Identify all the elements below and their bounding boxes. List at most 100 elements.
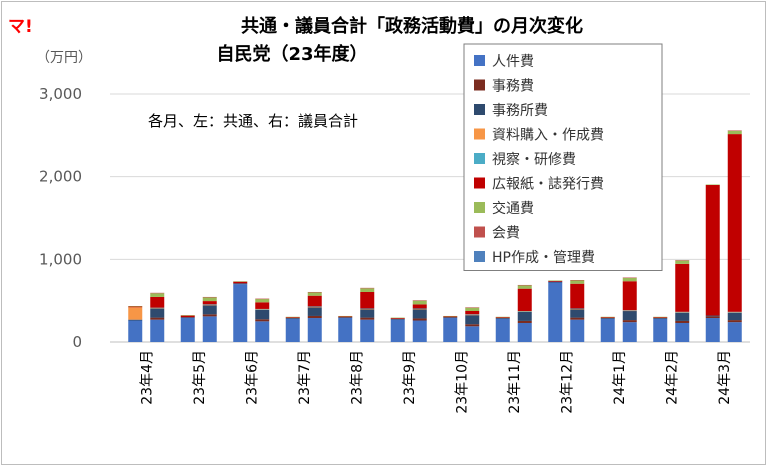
bar-segment-5-10 <box>390 318 405 319</box>
legend-swatch <box>474 104 485 115</box>
bar-segment-4-21 <box>675 311 690 313</box>
bar-segment-6-10 <box>390 317 405 319</box>
bar-segment-6-8 <box>338 315 353 317</box>
bar-segment-0-18 <box>600 318 615 342</box>
bar-segment-3-23 <box>727 312 742 313</box>
bar-segment-0-2 <box>180 318 195 342</box>
bar-segment-7-19 <box>622 277 637 279</box>
x-tick-label: 23年9月 <box>402 350 418 405</box>
bar-segment-5-11 <box>412 304 427 309</box>
bar-segment-1-19 <box>622 320 637 323</box>
bar-segment-5-20 <box>653 317 668 319</box>
bar-segment-0-11 <box>412 320 427 342</box>
bar-segment-0-8 <box>338 318 353 342</box>
bar-segment-5-12 <box>443 316 458 318</box>
bar-segment-7-1 <box>150 292 165 294</box>
bar-segment-6-11 <box>412 300 427 305</box>
bar-segment-4-5 <box>255 308 270 310</box>
bar-segment-3-7 <box>307 306 322 308</box>
bar-segment-5-7 <box>307 295 322 307</box>
bar-segment-3-13 <box>465 314 480 316</box>
bar-segment-4-11 <box>412 308 427 310</box>
bar-segment-0-1 <box>150 319 165 342</box>
bar-segment-0-20 <box>653 318 668 342</box>
bar-segment-0-15 <box>517 322 532 342</box>
bar-segment-4-17 <box>570 308 585 310</box>
bar-segment-7-21 <box>675 260 690 261</box>
legend-entry: 広報紙・誌発行費 <box>492 177 604 193</box>
legend-entry: 交通費 <box>492 200 534 217</box>
bar-segment-5-19 <box>622 281 637 311</box>
x-tick-label: 23年6月 <box>244 350 260 405</box>
bar-segment-5-13 <box>465 311 480 315</box>
y-tick-label: 1,000 <box>39 250 82 268</box>
bar-segment-6-20 <box>653 316 668 318</box>
legend-entry: 資料購入・作成費 <box>492 128 604 144</box>
bar-segment-5-15 <box>517 288 532 311</box>
bar-segment-6-0 <box>128 306 143 307</box>
legend-entry: 人件費 <box>492 54 534 70</box>
bar-segment-0-9 <box>360 319 375 342</box>
bar-segment-3-9 <box>360 308 375 310</box>
bar-segment-1-17 <box>570 317 585 320</box>
bar-segment-2-21 <box>675 312 690 321</box>
bar-segment-5-16 <box>548 280 563 282</box>
bar-segment-2-7 <box>307 307 322 316</box>
bar-segment-2-16 <box>548 281 563 283</box>
bar-segment-5-17 <box>570 283 585 309</box>
x-tick-label: 23年7月 <box>297 350 313 405</box>
bar-segment-1-23 <box>727 320 742 323</box>
bar-segment-6-19 <box>622 277 637 282</box>
bar-segment-0-10 <box>390 319 405 342</box>
bar-segment-0-5 <box>255 321 270 342</box>
bar-segment-6-5 <box>255 299 270 303</box>
legend-swatch <box>474 251 485 262</box>
y-axis-ticks: 0 1,000 2,000 3,000 <box>39 85 82 351</box>
bar-segment-4-13 <box>465 314 480 315</box>
bar-segment-2-17 <box>570 309 585 318</box>
bar-segment-3-15 <box>517 311 532 312</box>
bar-segment-0-3 <box>202 316 217 342</box>
bar-segment-2-9 <box>360 309 375 318</box>
bar-segment-5-0 <box>128 306 143 308</box>
bar-segment-6-17 <box>570 280 585 284</box>
chart-title: 共通・議員合計「政務活動費」の月次変化 <box>241 15 583 37</box>
bar-segment-1-21 <box>675 320 690 323</box>
legend-swatch <box>474 128 485 140</box>
bar-segment-6-6 <box>285 316 300 318</box>
bar-segment-6-15 <box>517 285 532 289</box>
legend-entry: 事務費 <box>492 79 534 95</box>
bar-segment-6-21 <box>675 260 690 264</box>
chart-subtitle: 自民党（23年度） <box>216 43 367 65</box>
bar-segment-7-11 <box>412 300 427 301</box>
bar-segment-1-9 <box>360 317 375 320</box>
bar-segment-0-19 <box>622 322 637 342</box>
bar-segment-5-18 <box>600 317 615 319</box>
bar-segment-6-23 <box>727 130 742 135</box>
legend-entry: 視察・研修費 <box>492 151 576 168</box>
bar-segment-0-16 <box>548 282 563 342</box>
bar-segment-2-11 <box>412 309 427 319</box>
bar-segment-6-4 <box>233 281 248 282</box>
logo: マ! <box>8 17 33 37</box>
bar-segment-6-3 <box>202 297 217 302</box>
bar-segment-6-1 <box>150 293 165 297</box>
legend-entry: 事務所費 <box>492 103 548 119</box>
x-tick-label: 23年5月 <box>192 350 208 405</box>
y-tick-label: 2,000 <box>39 168 82 186</box>
bar-segment-5-8 <box>338 316 353 318</box>
bar-segment-2-22 <box>705 315 720 317</box>
bar-segment-6-18 <box>600 316 615 318</box>
legend-swatch <box>474 79 485 91</box>
x-tick-label: 23年8月 <box>349 350 365 405</box>
bar-segment-2-0 <box>128 319 143 321</box>
bar-segment-2-6 <box>285 318 300 319</box>
bar-segment-6-9 <box>360 288 375 292</box>
legend-swatch <box>474 153 485 164</box>
bar-segment-2-15 <box>517 311 532 321</box>
bar-segment-7-5 <box>255 298 270 300</box>
bar-segment-6-16 <box>548 280 563 281</box>
x-tick-label: 24年3月 <box>717 350 733 405</box>
bar-segment-2-8 <box>338 317 353 319</box>
